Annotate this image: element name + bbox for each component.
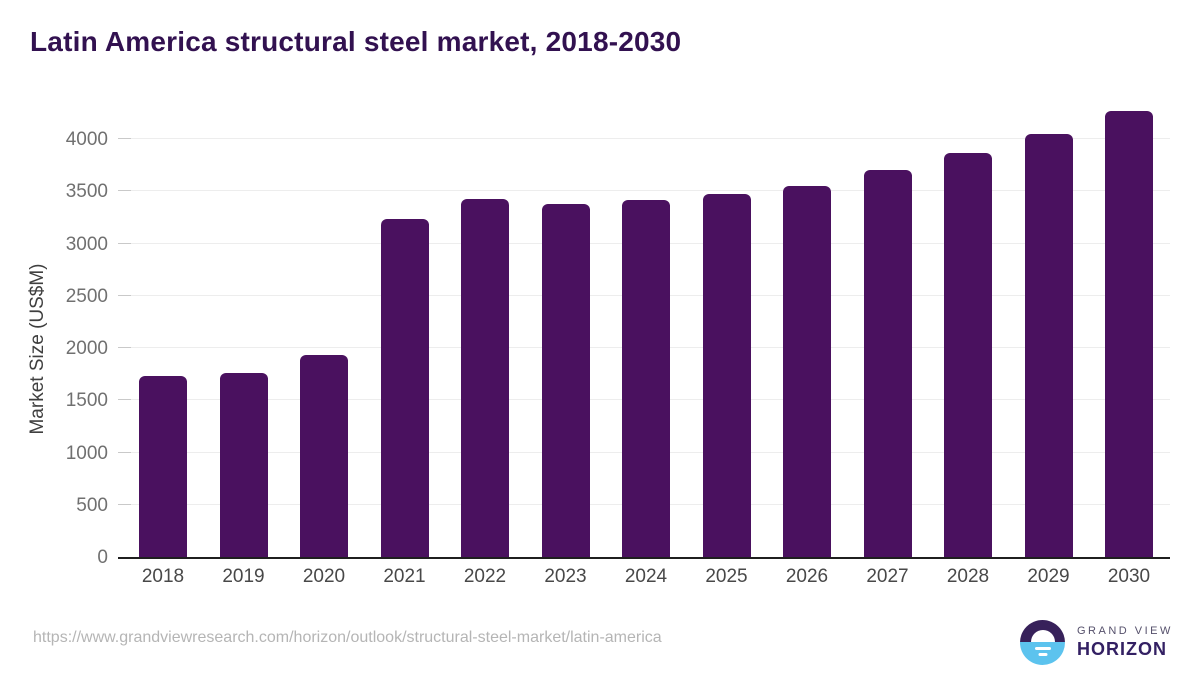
bar-2024 [622,200,670,557]
bar-2027 [863,170,912,557]
y-tick-label-3000: 3000 [65,233,108,255]
y-tick-label-1000: 1000 [65,442,108,464]
bar-2025 [702,193,751,557]
x-tick-label-2023: 2023 [544,566,587,587]
y-tick-label-4000: 4000 [65,129,108,150]
x-tick-label-2030: 2030 [1107,566,1151,587]
y-tick-mark-4000 [118,138,131,139]
logo-icon-reflection-line-2 [1038,652,1047,656]
y-tick-mark-2000 [118,347,131,348]
gridline-4000 [118,138,1170,139]
gridline-3500 [118,190,1170,192]
logo-icon-reflection-line-1 [1034,646,1051,650]
x-tick-label-2025: 2025 [705,566,748,587]
y-tick-label-1500: 1500 [65,390,108,412]
bar-2023 [541,203,590,557]
y-tick-mark-3500 [118,190,131,192]
logo-icon-dome [1030,630,1055,642]
source-url: https://www.grandviewresearch.com/horizo… [33,629,662,646]
y-tick-label-3500: 3500 [65,181,108,203]
x-axis-line [118,557,1170,559]
plot-area [118,105,1170,557]
brand-logo: GRAND VIEW HORIZON [1020,619,1173,665]
x-tick-label-2020: 2020 [302,566,346,587]
x-tick-label-2024: 2024 [624,566,668,587]
bar-2020 [300,354,348,557]
y-tick-label-0: 0 [97,547,108,568]
y-tick-mark-500 [118,503,131,505]
y-tick-label-500: 500 [76,494,108,516]
brand-name-top: GRAND VIEW [1077,624,1173,637]
bar-2029 [1024,134,1073,557]
x-tick-label-2018: 2018 [141,566,185,587]
x-tick-label-2026: 2026 [785,566,829,587]
bar-2019 [219,373,268,557]
y-tick-label-2000: 2000 [65,338,108,359]
page-title: Latin America structural steel market, 2… [30,26,682,57]
brand-name-bottom: HORIZON [1077,638,1167,659]
y-tick-mark-1000 [118,451,131,453]
bar-2026 [783,186,831,557]
y-tick-mark-2500 [118,294,131,296]
x-tick-label-2029: 2029 [1027,566,1070,587]
x-tick-label-2028: 2028 [946,566,990,587]
horizon-sunrise-icon [1020,619,1065,665]
y-tick-mark-1500 [118,399,131,401]
x-tick-label-2021: 2021 [383,566,426,587]
x-tick-label-2027: 2027 [866,566,909,587]
y-tick-label-2500: 2500 [65,285,108,307]
y-tick-mark-3000 [118,242,131,244]
bar-2018 [139,376,187,557]
logo-text: GRAND VIEW HORIZON [1077,625,1173,660]
bar-2030 [1105,110,1153,557]
x-tick-label-2019: 2019 [222,566,265,587]
bar-2022 [461,199,509,557]
x-tick-label-2022: 2022 [463,566,507,587]
bar-2028 [944,152,992,557]
bar-2021 [380,219,429,557]
